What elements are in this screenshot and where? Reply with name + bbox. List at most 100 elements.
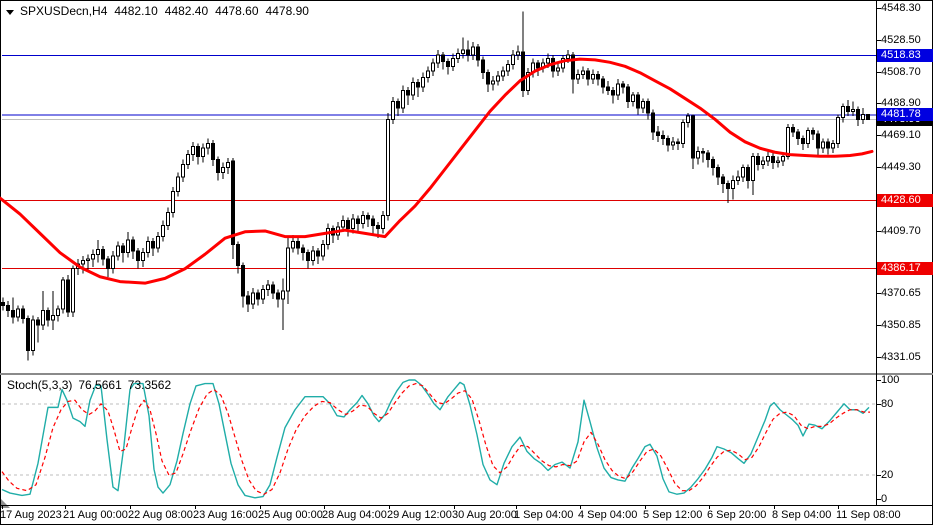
candle-body: [396, 101, 400, 109]
candle-body: [101, 248, 105, 260]
candle-body: [51, 314, 55, 321]
candle-body: [716, 167, 720, 178]
candle-body: [61, 279, 65, 310]
price-tick-label: 4350.85: [881, 319, 921, 332]
candle-body: [636, 94, 640, 109]
candle-body: [536, 62, 540, 69]
panel-separator[interactable]: [0, 373, 933, 375]
candle-body: [121, 245, 125, 254]
candle-body: [266, 284, 270, 291]
candle-body: [416, 81, 420, 88]
candle-body: [211, 142, 215, 160]
time-tick-label: 22 Aug 08:00: [128, 509, 193, 521]
candle-body: [91, 253, 95, 260]
symbol-dropdown-icon[interactable]: [6, 9, 14, 15]
stochastic-signal-value: 73.3562: [127, 378, 172, 392]
price-tick-label: 4331.05: [881, 350, 921, 363]
candle-body: [861, 113, 865, 120]
bar-open-value: 4482.10: [114, 4, 158, 18]
candle-body: [306, 252, 310, 262]
candle-body: [621, 83, 625, 88]
price-tick-mark: [876, 40, 881, 41]
candle-body: [441, 54, 445, 62]
candle-body: [476, 46, 480, 61]
candle-body: [136, 250, 140, 262]
time-tick-label: 11 Sep 08:00: [836, 509, 901, 521]
bar-close-value: 4478.90: [265, 4, 309, 18]
candle-body: [301, 247, 305, 254]
candle-body: [131, 239, 135, 252]
price-tick-label: 4508.70: [881, 65, 921, 78]
stochastic-signal-line: [1, 382, 870, 495]
candle-body: [601, 78, 605, 88]
candle-body: [641, 101, 645, 109]
candle-body: [611, 89, 615, 96]
candle-body: [81, 260, 85, 265]
candle-body: [191, 146, 195, 156]
candle-body: [276, 292, 280, 300]
candle-body: [281, 290, 285, 300]
candle-body: [491, 80, 495, 85]
price-tick-mark: [876, 135, 881, 136]
candle-body: [816, 133, 820, 149]
candle-body: [356, 218, 360, 225]
candle-body: [606, 86, 610, 91]
candle-body: [256, 292, 260, 300]
candle-body: [761, 160, 765, 165]
candle-body: [826, 141, 830, 149]
candle-body: [166, 211, 170, 226]
candle-body: [141, 252, 145, 262]
stoch-tick-label: 0: [881, 493, 888, 505]
time-tick-mark: [709, 505, 710, 509]
candle-body: [436, 54, 440, 64]
candle-body: [106, 258, 110, 270]
time-tick-label: 29 Aug 12:00: [387, 509, 452, 521]
stoch-tick-mark: [876, 475, 881, 476]
candle-body: [776, 160, 780, 164]
candle-body: [386, 118, 390, 217]
candle-body: [806, 130, 810, 144]
candle-body: [176, 176, 180, 193]
candle-body: [241, 265, 245, 297]
candle-body: [841, 105, 845, 119]
price-tick-label: 4488.90: [881, 97, 921, 110]
price-tick-mark: [876, 103, 881, 104]
candle-body: [581, 70, 585, 75]
candle-body: [181, 163, 185, 178]
candle-body: [466, 49, 470, 56]
time-tick-label: 5 Sep 12:00: [643, 509, 703, 521]
stoch-tick-mark: [876, 380, 881, 381]
time-tick-label: 30 Aug 20:00: [452, 509, 517, 521]
bar-low-value: 4478.60: [215, 4, 259, 18]
price-axis-line: [876, 0, 877, 505]
time-tick-mark: [838, 505, 839, 509]
candle-body: [226, 162, 230, 169]
stochastic-label: Stoch(5,3,3) 76.5661 73.3562: [7, 378, 177, 392]
price-tick-mark: [876, 8, 881, 9]
stoch-tick-label: 20: [881, 469, 894, 482]
candle-body: [391, 101, 395, 120]
candle-body: [26, 318, 30, 352]
candle-body: [126, 239, 130, 254]
time-tick-label: 1 Sep 04:00: [514, 509, 574, 521]
candle-body: [701, 150, 705, 154]
candle-body: [66, 279, 70, 313]
candle-body: [421, 77, 425, 88]
candle-body: [461, 49, 465, 54]
price-tick-label: 4409.70: [881, 224, 921, 237]
candle-body: [186, 154, 190, 165]
candle-body: [221, 167, 225, 173]
candle-body: [366, 215, 370, 220]
candle-body: [731, 179, 735, 189]
time-tick-mark: [580, 505, 581, 509]
candle-body: [111, 255, 115, 270]
price-tick-label: 4469.10: [881, 129, 921, 142]
candle-body: [721, 176, 725, 185]
price-tick-mark: [876, 325, 881, 326]
candle-body: [686, 115, 690, 124]
candle-body: [736, 176, 740, 181]
stochastic-name: Stoch(5,3,3): [7, 378, 73, 392]
candle-body: [556, 67, 560, 72]
price-tick-mark: [876, 231, 881, 232]
